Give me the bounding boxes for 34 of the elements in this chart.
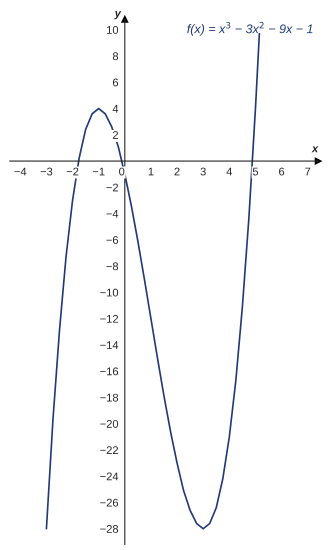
- x-tick-label: 5: [252, 168, 258, 176]
- x-tick-label: −3: [40, 168, 52, 176]
- y-tick-label: 10: [107, 26, 118, 34]
- x-tick-label: −2: [66, 168, 78, 176]
- x-tick-label: −4: [14, 168, 26, 176]
- y-tick-label: −24: [100, 472, 118, 480]
- y-tick-label: −28: [100, 525, 118, 533]
- y-tick-label: −6: [106, 236, 118, 244]
- x-tick-label: 2: [174, 168, 180, 176]
- x-tick-label: 4: [226, 168, 232, 176]
- series-label: f(x) = x$^{3}$ − 3x$^{2}$ − 9x − 1: [187, 22, 312, 36]
- x-tick-label: 1: [148, 168, 154, 176]
- x-tick-label: −1: [92, 168, 104, 176]
- y-tick-label: −10: [100, 288, 118, 297]
- x-axis-title: x: [311, 146, 319, 152]
- y-tick-label: −8: [106, 262, 118, 270]
- y-tick-label: −4: [106, 210, 118, 218]
- y-tick-label: −20: [100, 420, 118, 428]
- x-tick-label: 0: [119, 168, 124, 176]
- x-tick-label: 6: [279, 168, 284, 176]
- y-tick-label: 8: [112, 52, 118, 60]
- y-tick-label: −16: [100, 367, 118, 376]
- x-tick-label: 7: [305, 168, 310, 176]
- y-tick-label: −14: [100, 341, 118, 349]
- y-tick-label: −18: [100, 394, 118, 402]
- y-tick-label: 6: [112, 78, 118, 86]
- y-tick-label: −22: [100, 446, 118, 454]
- y-axis-title: y: [114, 11, 122, 20]
- y-tick-label: 4: [112, 104, 118, 113]
- x-tick-label: 3: [200, 168, 206, 176]
- y-tick-label: −12: [100, 314, 118, 323]
- y-tick-label: −26: [100, 498, 118, 507]
- y-tick-label: 2: [112, 131, 118, 139]
- y-tick-label: −2: [106, 184, 118, 192]
